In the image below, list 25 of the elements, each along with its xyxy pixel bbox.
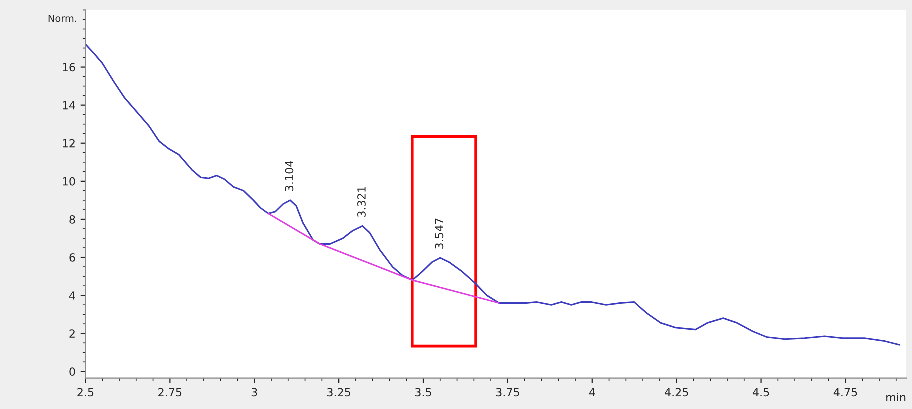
y-tick-label: 0 bbox=[70, 368, 76, 376]
annotation: 3.547 bbox=[435, 218, 444, 249]
x-tick-label: 4.75 bbox=[834, 388, 858, 397]
x-tick-label: 3.25 bbox=[328, 388, 350, 397]
y-axis-title: Norm. bbox=[48, 15, 76, 22]
x-tick-label: 4.25 bbox=[665, 388, 688, 397]
x-tick-label: 3 bbox=[252, 388, 258, 397]
x-tick-label: 2.5 bbox=[78, 388, 94, 397]
y-tick-label: 10 bbox=[63, 177, 76, 186]
line-series bbox=[86, 44, 900, 346]
x-tick-label: 3.75 bbox=[496, 388, 520, 397]
annotation: 3.104 bbox=[285, 160, 294, 192]
x-tick-label: 4.5 bbox=[752, 388, 770, 397]
y-tick-label: 12 bbox=[63, 139, 75, 148]
x-tick-label: 2.75 bbox=[158, 388, 182, 397]
y-tick-label: 4 bbox=[69, 292, 76, 300]
x-tick-label: 3.5 bbox=[416, 388, 432, 397]
x-tick-label: 4 bbox=[589, 388, 596, 396]
y-tick-label: 2 bbox=[70, 330, 75, 338]
x-axis-title: min bbox=[886, 393, 906, 402]
annotation: 3.321 bbox=[358, 187, 366, 217]
y-tick-label: 6 bbox=[70, 254, 76, 262]
y-tick-label: 14 bbox=[63, 101, 76, 110]
y-tick-label: 8 bbox=[70, 215, 76, 224]
y-tick-label: 16 bbox=[63, 63, 76, 72]
